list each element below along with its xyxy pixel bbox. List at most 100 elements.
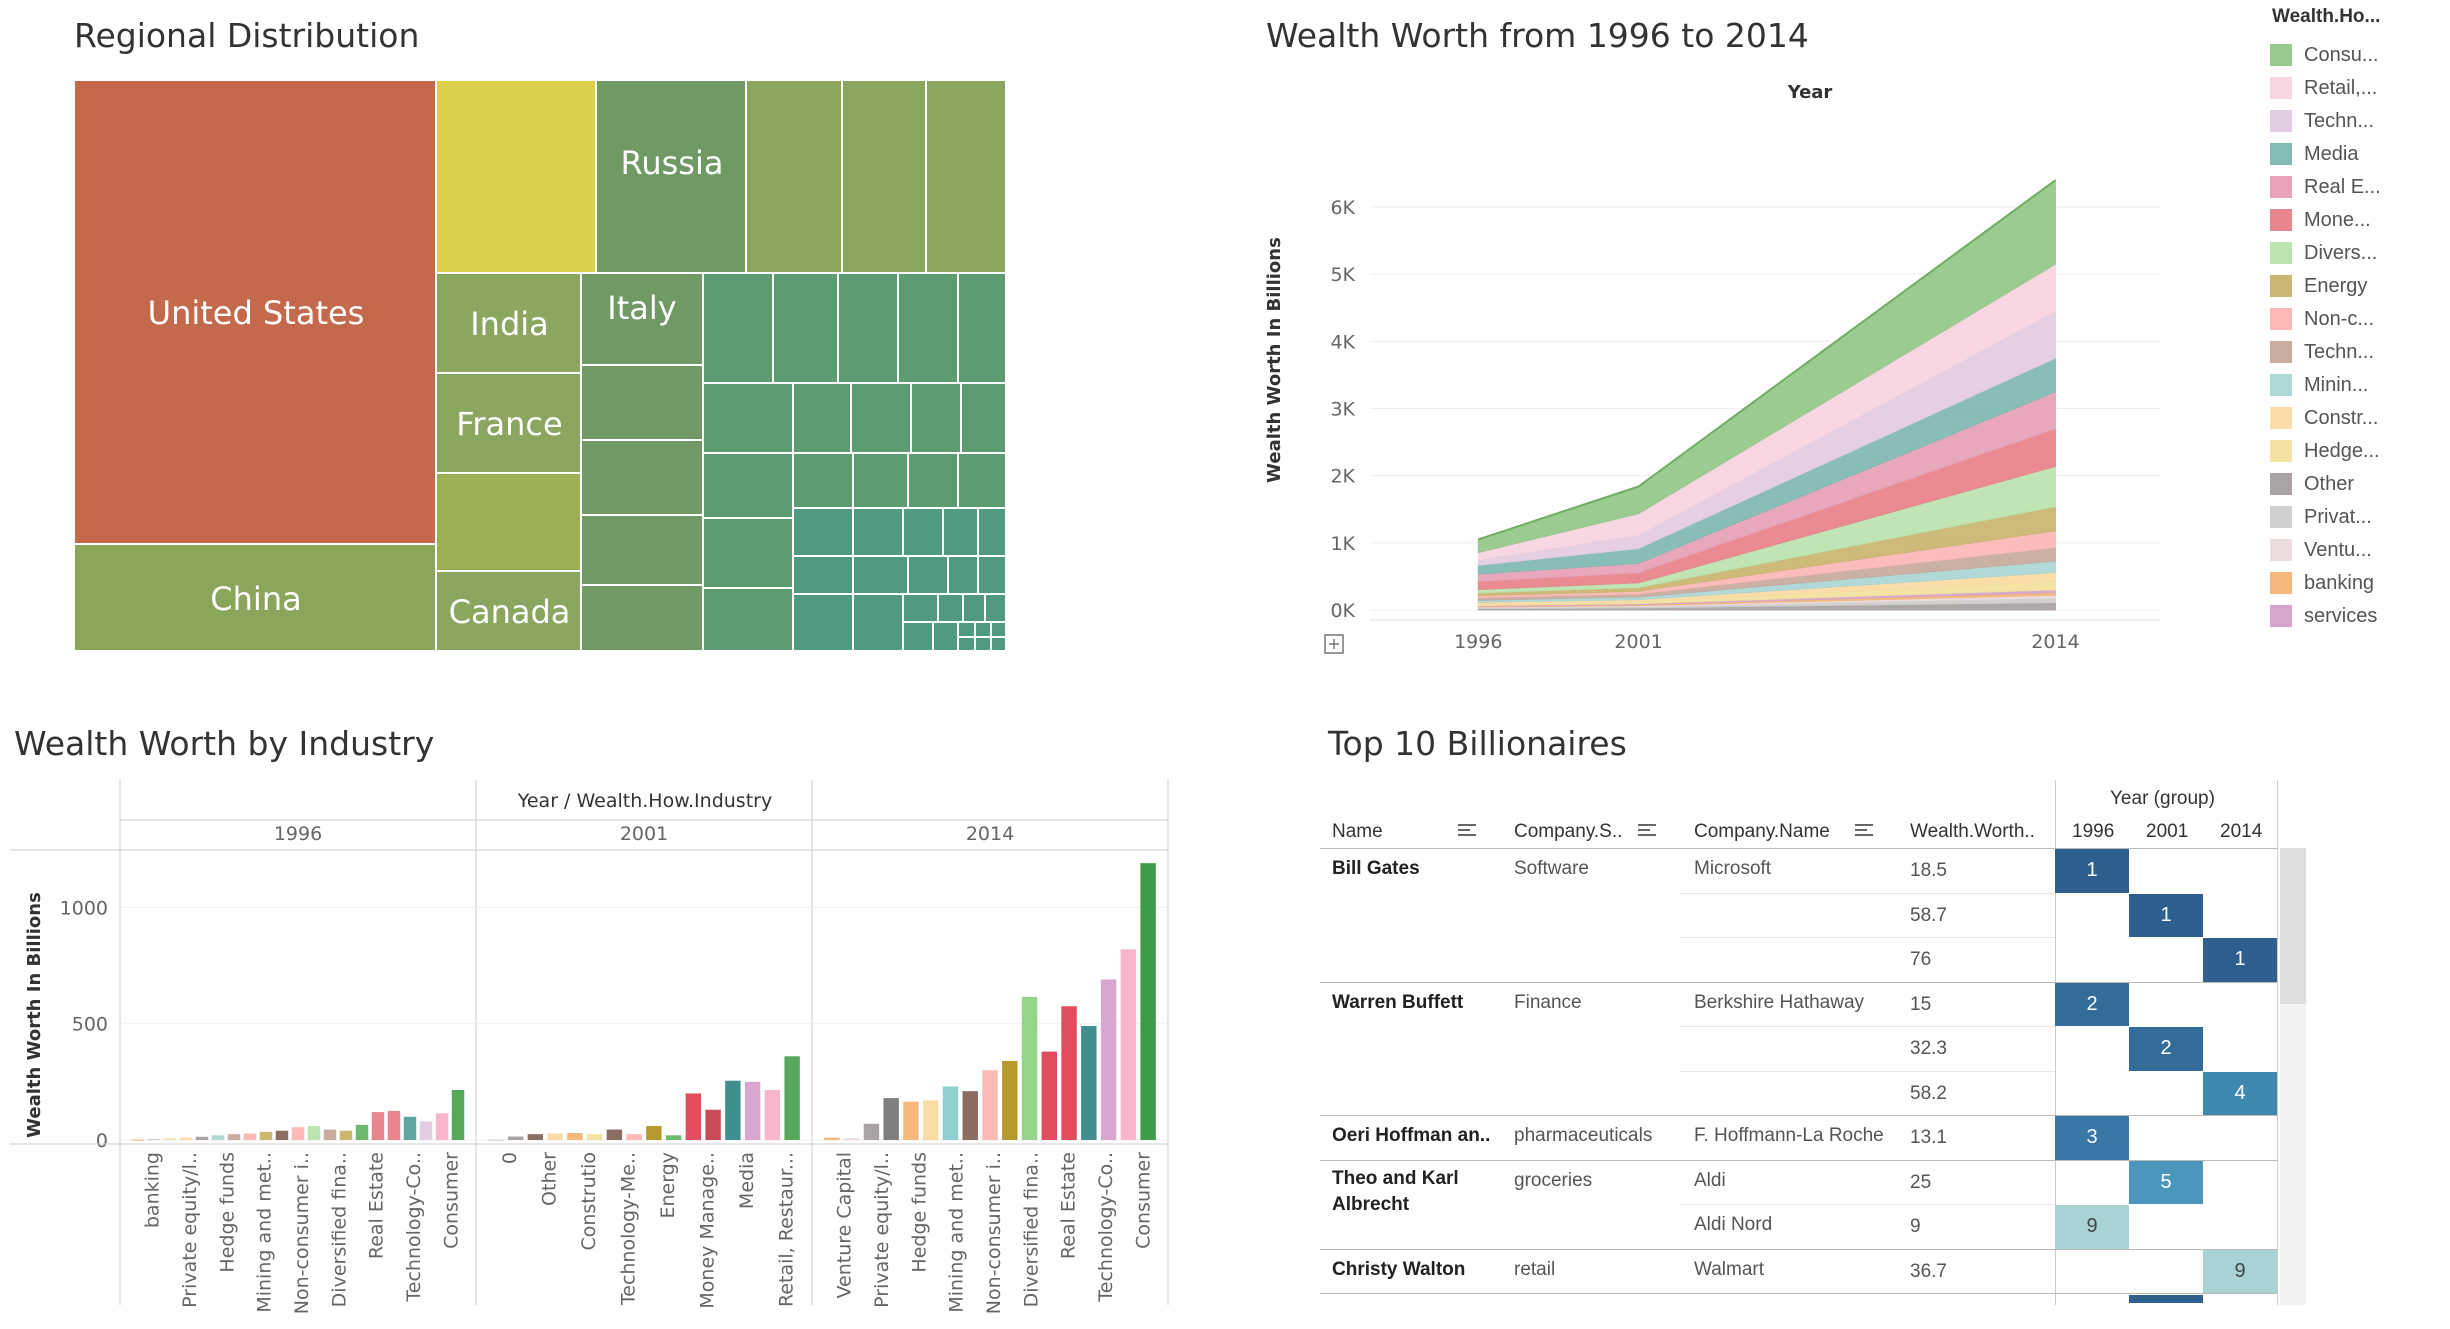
bar[interactable] <box>784 1056 800 1140</box>
treemap-cell[interactable] <box>903 508 943 556</box>
treemap-cell[interactable] <box>908 556 948 594</box>
treemap-cell[interactable] <box>958 637 975 651</box>
treemap-cell-china[interactable]: China <box>74 544 436 651</box>
legend-item[interactable]: Ventu... <box>2270 537 2372 563</box>
bar[interactable] <box>195 1136 209 1140</box>
treemap-cell[interactable] <box>978 556 1006 594</box>
bar[interactable] <box>1120 949 1137 1140</box>
bar[interactable] <box>307 1126 321 1140</box>
bar[interactable] <box>275 1130 289 1140</box>
treemap-cell[interactable] <box>851 383 911 453</box>
treemap-cell[interactable] <box>703 273 773 383</box>
treemap-cell[interactable] <box>793 508 853 556</box>
treemap-cell[interactable] <box>436 80 596 273</box>
treemap-cell[interactable] <box>908 453 958 508</box>
expand-icon[interactable] <box>1324 634 1344 654</box>
bar[interactable] <box>339 1130 353 1140</box>
legend-item[interactable]: Constr... <box>2270 405 2378 431</box>
table-scrollbar[interactable] <box>2280 848 2306 1305</box>
bar[interactable] <box>291 1127 305 1140</box>
bar[interactable] <box>626 1134 642 1140</box>
bar[interactable] <box>567 1133 583 1140</box>
bar[interactable] <box>1100 979 1117 1140</box>
bar[interactable] <box>355 1124 369 1140</box>
bar[interactable] <box>824 1137 840 1140</box>
bar[interactable] <box>962 1091 978 1140</box>
rank-cell[interactable]: 3 <box>2055 1116 2129 1160</box>
treemap-cell[interactable] <box>853 556 908 594</box>
treemap-cell[interactable] <box>793 453 853 508</box>
treemap-cell-russia[interactable]: Russia <box>596 80 746 273</box>
sort-icon[interactable] <box>1458 824 1476 838</box>
treemap-cell[interactable] <box>933 622 958 651</box>
treemap-cell[interactable] <box>903 622 933 651</box>
bar[interactable] <box>903 1101 919 1140</box>
treemap-cell[interactable] <box>581 365 703 440</box>
legend-item[interactable]: Mone... <box>2270 207 2371 233</box>
bar[interactable] <box>419 1121 433 1140</box>
bar[interactable] <box>942 1086 959 1140</box>
rank-cell[interactable]: 1 <box>2203 938 2277 982</box>
bar[interactable] <box>179 1137 193 1140</box>
bar[interactable] <box>527 1134 544 1140</box>
legend-item[interactable]: Techn... <box>2270 339 2374 365</box>
bar[interactable] <box>586 1134 603 1140</box>
bar[interactable] <box>259 1131 273 1140</box>
rank-cell[interactable]: 1 <box>2129 893 2203 937</box>
treemap-cell[interactable] <box>911 383 961 453</box>
bar[interactable] <box>488 1139 504 1141</box>
bar[interactable] <box>163 1138 177 1140</box>
treemap-cell[interactable] <box>842 80 926 273</box>
treemap-cell[interactable] <box>926 80 1006 273</box>
treemap-cell[interactable] <box>793 594 853 651</box>
bar[interactable] <box>883 1098 899 1140</box>
legend-item[interactable]: Techn... <box>2270 108 2374 134</box>
treemap-cell[interactable] <box>991 637 1006 651</box>
rank-cell[interactable]: 9 <box>2203 1249 2277 1293</box>
treemap-cell[interactable] <box>948 556 978 594</box>
bar[interactable] <box>227 1134 241 1140</box>
treemap-cell[interactable] <box>838 273 898 383</box>
treemap-cell[interactable] <box>793 556 853 594</box>
treemap-cell[interactable] <box>581 515 703 585</box>
treemap-cell[interactable] <box>773 273 838 383</box>
bar[interactable] <box>243 1133 257 1140</box>
treemap-cell[interactable] <box>975 637 991 651</box>
bar[interactable] <box>705 1109 721 1140</box>
rank-cell[interactable]: 5 <box>2129 1160 2203 1204</box>
legend-item[interactable]: Privat... <box>2270 504 2372 530</box>
treemap-cell[interactable] <box>898 273 958 383</box>
treemap-cell[interactable] <box>853 594 903 651</box>
legend-item[interactable]: Non-c... <box>2270 306 2374 332</box>
bar[interactable] <box>387 1110 401 1140</box>
bar[interactable] <box>147 1139 161 1141</box>
bar[interactable] <box>863 1123 880 1140</box>
treemap-cell[interactable] <box>903 594 938 622</box>
legend-item[interactable]: services <box>2270 603 2377 629</box>
bar[interactable] <box>646 1126 662 1140</box>
rank-cell[interactable]: 4 <box>2203 1071 2277 1115</box>
bar[interactable] <box>451 1089 465 1140</box>
treemap-cell-canada[interactable]: Canada <box>436 571 581 651</box>
legend-item[interactable]: Hedge... <box>2270 438 2380 464</box>
treemap-cell-united-states[interactable]: United States <box>74 80 436 544</box>
treemap-cell[interactable] <box>961 383 1006 453</box>
rank-cell[interactable]: 1 <box>2055 849 2129 893</box>
bar[interactable] <box>1140 863 1156 1140</box>
treemap-cell[interactable] <box>436 473 581 571</box>
bar[interactable] <box>1002 1060 1018 1140</box>
sort-icon[interactable] <box>1638 824 1656 838</box>
bar[interactable] <box>131 1139 145 1141</box>
treemap-cell[interactable] <box>703 383 793 453</box>
bar[interactable] <box>211 1135 225 1140</box>
bar[interactable] <box>1061 1006 1077 1140</box>
bar[interactable] <box>843 1138 860 1140</box>
treemap-cell[interactable] <box>853 508 903 556</box>
legend-item[interactable]: Other <box>2270 471 2354 497</box>
bar[interactable] <box>323 1129 337 1140</box>
bar[interactable] <box>764 1089 781 1140</box>
treemap-cell-france[interactable]: France <box>436 373 581 473</box>
bar[interactable] <box>1081 1026 1097 1140</box>
treemap-cell[interactable] <box>938 594 963 622</box>
treemap-cell[interactable] <box>978 508 1006 556</box>
